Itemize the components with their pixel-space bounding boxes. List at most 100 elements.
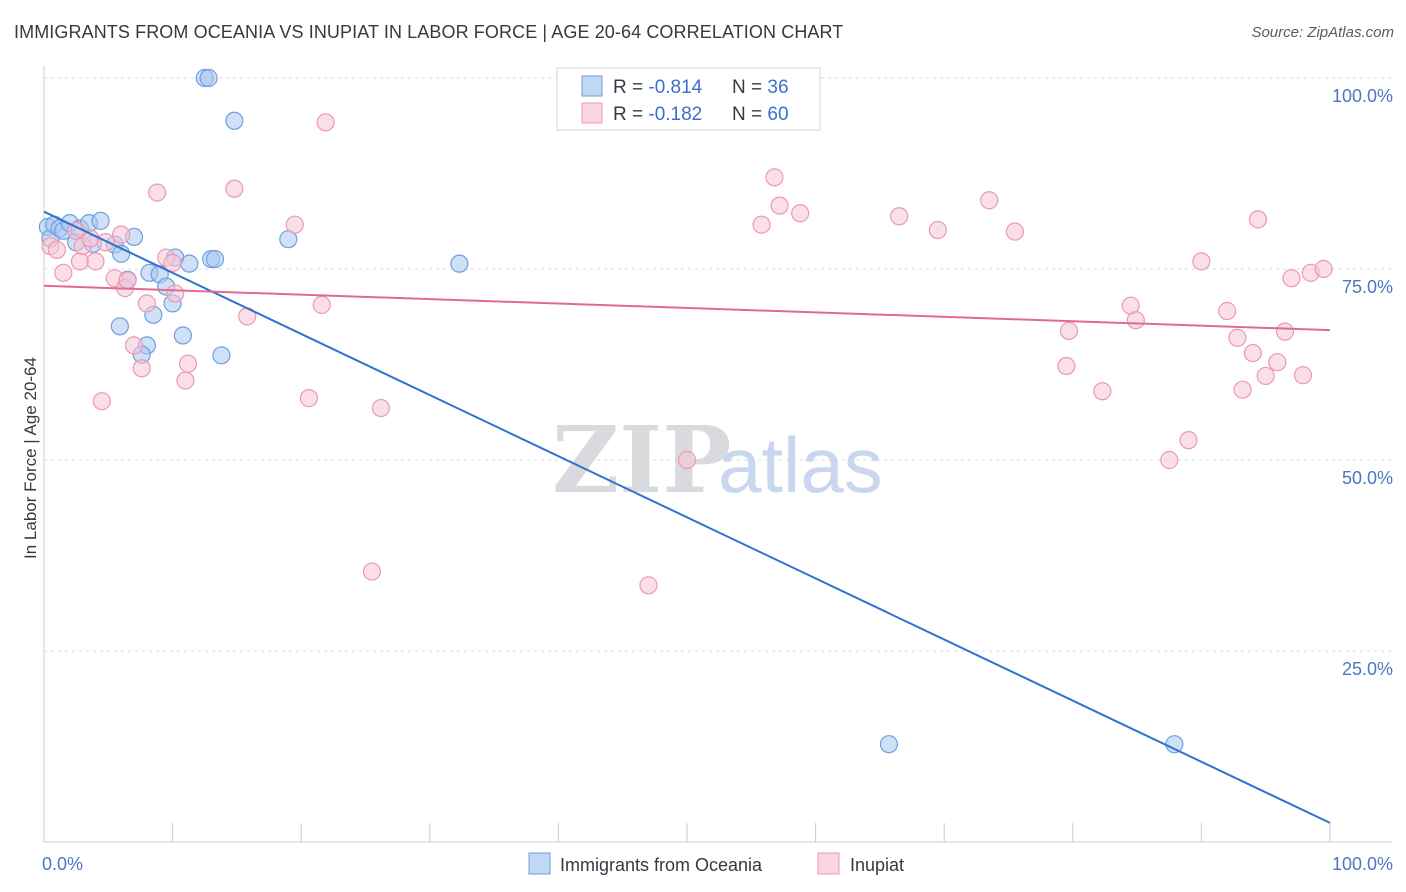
- y-tick-label-0: 100.0%: [1332, 86, 1393, 106]
- y-tick-label-2: 50.0%: [1342, 468, 1393, 488]
- axes: [43, 66, 1392, 843]
- point-inupiat-53: [1248, 210, 1268, 229]
- bottom-legend: Immigrants from Oceania Inupiat: [528, 852, 904, 875]
- legend-n-label-inupiat: N =: [732, 104, 767, 125]
- trend-lines: [43, 210, 1331, 824]
- point-inupiat-13: [118, 271, 137, 290]
- point-oceania-28: [212, 346, 231, 365]
- legend-r-label-inupiat: R =: [613, 104, 648, 125]
- trend-line-oceania: [43, 210, 1331, 824]
- point-inupiat-41: [1057, 356, 1076, 376]
- point-oceania-25: [199, 68, 218, 88]
- point-inupiat-36: [791, 204, 810, 223]
- y-tick-label-3: 25.0%: [1342, 659, 1393, 679]
- point-inupiat-50: [1228, 328, 1247, 347]
- point-oceania-35: [110, 317, 129, 336]
- point-inupiat-42: [1059, 321, 1079, 340]
- trend-line-inupiat: [43, 284, 1331, 332]
- point-inupiat-39: [980, 191, 999, 210]
- point-inupiat-20: [166, 284, 185, 303]
- legend-n-oceania: N = 36: [732, 77, 789, 98]
- point-inupiat-25: [285, 215, 304, 234]
- point-inupiat-48: [1192, 252, 1211, 271]
- legend-swatch-oceania: [581, 75, 603, 97]
- point-oceania-32: [879, 735, 899, 754]
- point-inupiat-43: [1093, 382, 1112, 401]
- y-axis-label: In Labor Force | Age 20-64: [21, 357, 40, 559]
- watermark-zip: ZIP: [552, 406, 731, 514]
- watermark-atlas: atlas: [718, 421, 883, 509]
- point-inupiat-7: [86, 252, 105, 271]
- point-inupiat-4: [70, 252, 90, 271]
- point-inupiat-55: [1268, 353, 1287, 372]
- series-inupiat: [41, 113, 1333, 595]
- point-oceania-10: [91, 211, 110, 230]
- legend-swatch-inupiat: [581, 102, 603, 124]
- point-inupiat-27: [312, 295, 331, 315]
- point-oceania-29: [225, 111, 244, 130]
- x-tick-labels: 0.0% 100.0%: [42, 854, 1393, 874]
- legend-n-value-oceania: 36: [767, 77, 788, 98]
- point-inupiat-40: [1005, 222, 1025, 241]
- source-credit: Source: ZipAtlas.com: [1251, 24, 1394, 41]
- point-inupiat-47: [1179, 431, 1198, 450]
- legend-r-value-inupiat: -0.182: [648, 104, 702, 125]
- point-inupiat-33: [752, 215, 771, 234]
- grid-lines: [44, 77, 1392, 652]
- point-inupiat-19: [163, 253, 182, 272]
- point-oceania-33: [1165, 735, 1184, 754]
- point-inupiat-2: [54, 263, 73, 282]
- point-oceania-27: [205, 249, 225, 269]
- point-oceania-22: [173, 326, 192, 345]
- point-inupiat-8: [96, 233, 115, 252]
- legend-n-label-oceania: N =: [732, 77, 767, 98]
- point-inupiat-57: [1282, 269, 1301, 288]
- point-inupiat-34: [765, 168, 784, 187]
- legend-r-value-oceania: -0.814: [648, 77, 702, 98]
- point-inupiat-14: [124, 336, 144, 355]
- legend-row-inupiat: R = -0.182: [613, 104, 702, 125]
- point-inupiat-51: [1233, 380, 1252, 399]
- point-inupiat-9: [92, 392, 111, 411]
- x-tick-label-0: 0.0%: [42, 854, 83, 874]
- bottom-legend-label-inupiat: Inupiat: [850, 855, 904, 875]
- point-inupiat-46: [1160, 450, 1179, 470]
- legend-row-oceania: R = -0.814: [613, 77, 703, 98]
- point-oceania-31: [450, 254, 469, 273]
- point-oceania-23: [180, 254, 199, 273]
- point-inupiat-21: [176, 371, 195, 390]
- legend-n-value-inupiat: 60: [767, 104, 788, 125]
- bottom-legend-swatch-oceania: [528, 852, 551, 875]
- point-inupiat-37: [890, 207, 909, 226]
- point-inupiat-58: [1293, 366, 1313, 385]
- point-inupiat-54: [1256, 366, 1275, 386]
- legend-r-label-oceania: R =: [613, 77, 648, 98]
- x-tick-label-1: 100.0%: [1332, 854, 1393, 874]
- point-inupiat-45: [1126, 311, 1145, 330]
- point-inupiat-29: [362, 562, 382, 581]
- point-inupiat-52: [1243, 343, 1262, 363]
- point-inupiat-15: [132, 359, 151, 378]
- point-inupiat-28: [316, 113, 335, 132]
- y-tick-labels: 100.0% 75.0% 50.0% 25.0%: [1332, 86, 1393, 679]
- point-inupiat-22: [178, 354, 198, 373]
- legend-box: R = -0.814 N = 36 R = -0.182 N = 60: [556, 67, 821, 131]
- point-inupiat-31: [639, 576, 658, 595]
- point-inupiat-23: [225, 179, 244, 198]
- point-inupiat-35: [770, 196, 789, 215]
- bottom-legend-swatch-inupiat: [817, 852, 840, 875]
- chart-title: IMMIGRANTS FROM OCEANIA VS INUPIAT IN LA…: [14, 22, 844, 42]
- point-inupiat-17: [148, 183, 167, 202]
- point-inupiat-38: [928, 220, 947, 240]
- watermark: ZIP atlas: [552, 406, 883, 514]
- legend-n-inupiat: N = 60: [732, 104, 789, 125]
- point-inupiat-6: [81, 229, 100, 248]
- point-inupiat-56: [1275, 322, 1295, 341]
- point-inupiat-49: [1218, 301, 1237, 321]
- point-inupiat-26: [299, 389, 319, 408]
- point-inupiat-1: [47, 240, 66, 259]
- bottom-legend-label-oceania: Immigrants from Oceania: [560, 855, 763, 875]
- y-tick-label-1: 75.0%: [1342, 277, 1393, 297]
- point-inupiat-30: [371, 398, 391, 418]
